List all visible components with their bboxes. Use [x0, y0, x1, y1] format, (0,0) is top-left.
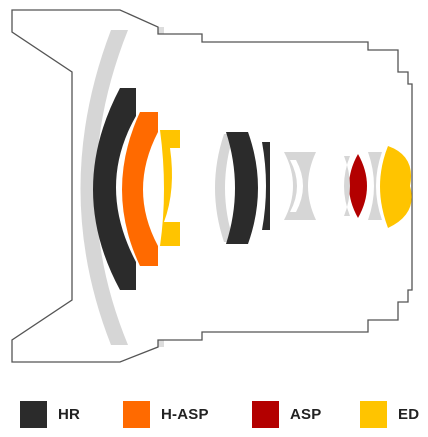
rear-standard-element-2	[290, 160, 303, 212]
legend-item-hr: HR	[20, 396, 80, 432]
legend-item-h-asp: H-ASP	[123, 396, 209, 432]
legend-label-ed: ED	[398, 405, 420, 423]
lens-housing-outline	[11, 9, 413, 363]
hr-element-3	[262, 142, 270, 230]
ed-element-2	[380, 146, 412, 228]
legend-label-asp: ASP	[290, 405, 322, 423]
legend-label-h-asp: H-ASP	[161, 405, 209, 423]
hr-element-2	[226, 132, 258, 244]
legend-swatch-hr	[20, 400, 47, 428]
rear-standard-element-4	[368, 152, 382, 220]
ed-element-1	[160, 130, 180, 246]
front-meniscus-element	[80, 30, 128, 345]
housing-tick-top-1	[158, 27, 164, 34]
legend: HR H-ASP ASP ED	[0, 396, 428, 432]
hr-element-1	[93, 88, 136, 290]
legend-item-asp: ASP	[252, 396, 321, 432]
h-asp-element	[122, 112, 158, 266]
legend-label-hr: HR	[58, 405, 81, 423]
legend-item-ed: ED	[360, 396, 419, 432]
asp-element	[349, 154, 367, 218]
legend-swatch-ed	[360, 400, 387, 428]
legend-swatch-asp	[252, 400, 279, 428]
middle-standard-element	[215, 134, 234, 242]
lens-cross-section-diagram	[11, 9, 413, 363]
housing-tick-bottom-1	[158, 340, 164, 347]
rear-standard-element-3	[344, 156, 350, 216]
legend-swatch-h-asp	[123, 400, 150, 428]
